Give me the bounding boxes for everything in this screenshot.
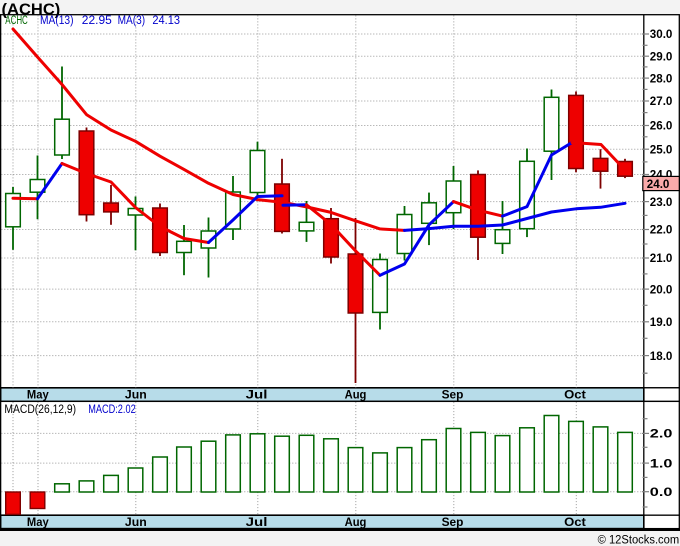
svg-text:21.0: 21.0 [650,253,673,265]
svg-text:25.0: 25.0 [650,144,673,156]
svg-text:Jun: Jun [125,517,147,529]
svg-text:28.0: 28.0 [650,73,673,85]
svg-text:Sep: Sep [442,517,464,529]
svg-text:22.95: 22.95 [82,15,112,27]
svg-text:23.0: 23.0 [650,197,673,209]
svg-text:30.0: 30.0 [650,29,673,41]
svg-text:19.0: 19.0 [650,317,673,329]
svg-text:22.0: 22.0 [650,225,673,237]
svg-text:24.0: 24.0 [647,179,670,191]
svg-text:© 12Stocks.com: © 12Stocks.com [598,534,680,546]
svg-text:MACD(26,12,9): MACD(26,12,9) [4,404,76,416]
svg-text:Jun: Jun [125,389,147,401]
svg-text:26.0: 26.0 [650,121,673,133]
svg-text:Oct: Oct [564,517,586,529]
svg-text:MA(3): MA(3) [118,15,146,27]
svg-text:24.13: 24.13 [152,15,180,27]
svg-text:18.0: 18.0 [650,351,673,363]
svg-text:0.0: 0.0 [650,487,673,499]
svg-text:(ACHC): (ACHC) [2,1,61,18]
svg-text:Sep: Sep [442,389,464,401]
svg-text:20.0: 20.0 [650,284,673,296]
svg-text:May: May [27,517,49,529]
svg-text:1.0: 1.0 [650,458,673,470]
svg-text:2.0: 2.0 [650,429,673,441]
svg-text:Oct: Oct [564,389,586,401]
svg-text:27.0: 27.0 [650,96,673,108]
svg-text:May: May [27,389,49,401]
svg-text:ACHC: ACHC [5,15,28,27]
svg-text:29.0: 29.0 [650,51,673,63]
svg-text:Jul: Jul [246,517,268,529]
svg-text:Aug: Aug [345,389,367,401]
svg-text:MACD:2.02: MACD:2.02 [88,404,136,416]
svg-text:Jul: Jul [246,389,268,401]
svg-text:Aug: Aug [345,517,367,529]
svg-text:MA(13): MA(13) [40,15,74,27]
